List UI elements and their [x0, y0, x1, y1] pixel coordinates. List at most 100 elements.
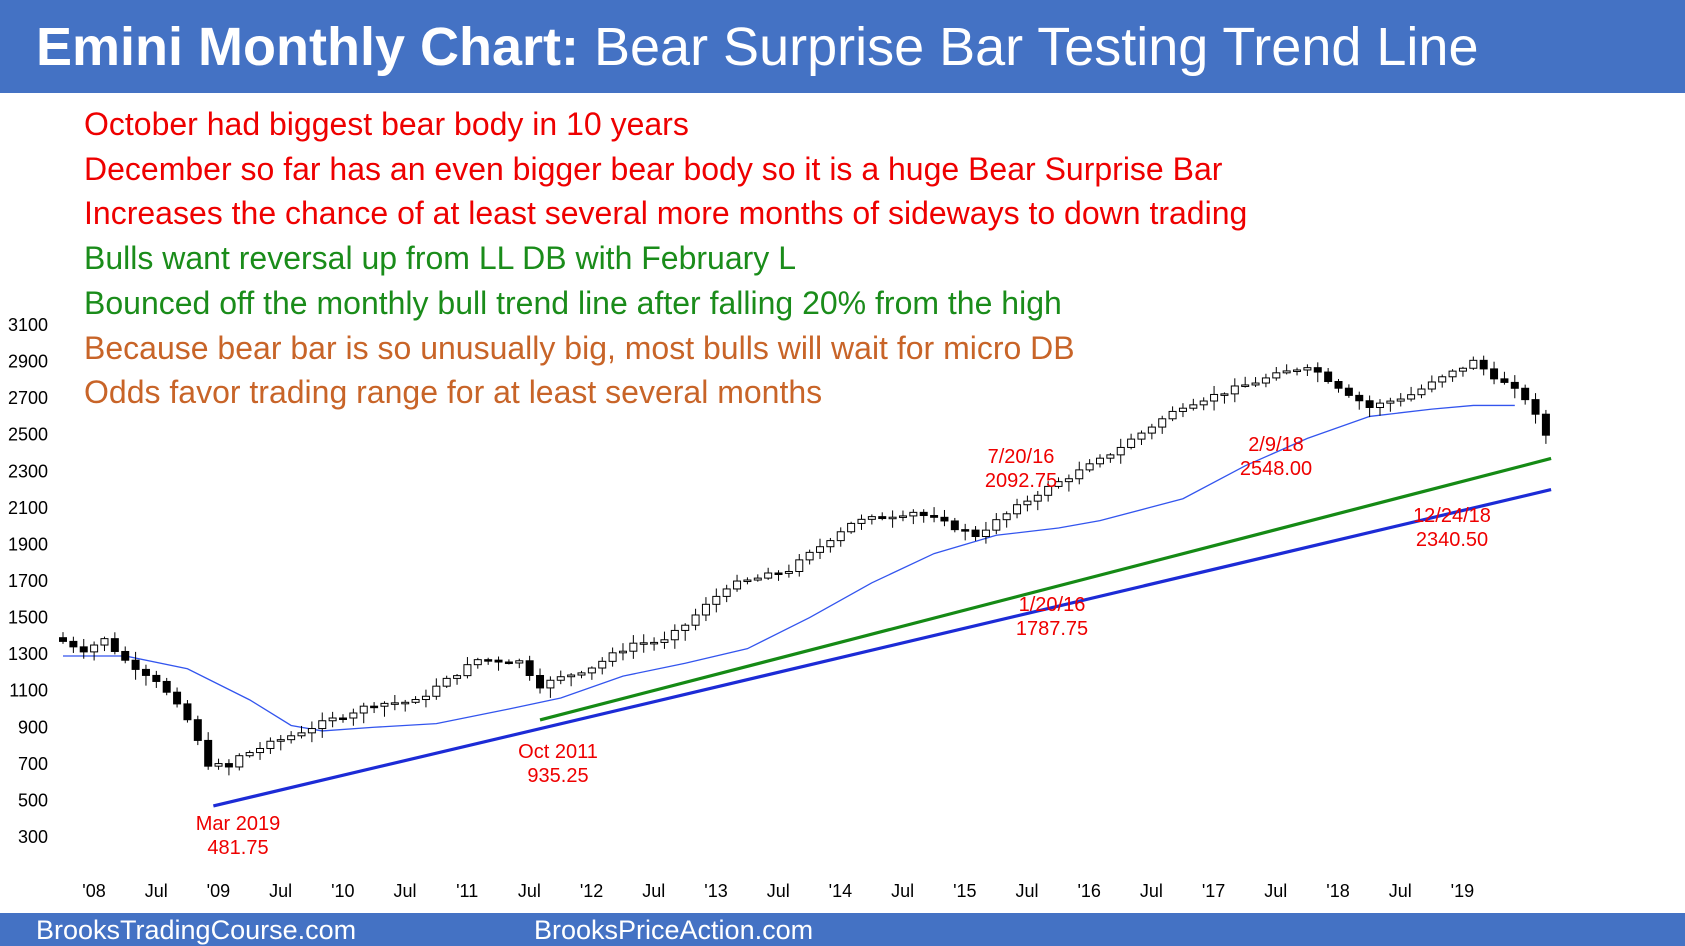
candle	[121, 646, 130, 664]
candle	[152, 670, 161, 688]
candle	[1541, 409, 1550, 444]
candle	[1272, 367, 1281, 381]
candle	[1386, 397, 1395, 412]
x-tick-label: Jul	[269, 881, 292, 901]
y-tick-label: 1500	[8, 608, 48, 628]
candle	[1313, 362, 1322, 383]
annotation-label: 2340.50	[1416, 529, 1488, 551]
candle	[857, 514, 866, 530]
x-tick-label: '09	[207, 881, 230, 901]
candle	[90, 641, 99, 661]
candle	[701, 597, 710, 622]
candle	[1261, 373, 1270, 388]
candle	[59, 632, 67, 644]
note-1: October had biggest bear body in 10 year…	[84, 106, 689, 142]
candle	[795, 554, 804, 577]
candle	[235, 753, 244, 771]
candle	[442, 675, 451, 688]
candle	[1417, 384, 1426, 399]
y-tick-label: 2900	[8, 352, 48, 372]
candle	[816, 538, 825, 560]
candle	[743, 577, 752, 585]
candle	[100, 636, 109, 652]
chart-title-rest: Bear Surprise Bar Testing Trend Line	[578, 17, 1479, 77]
annotation-label: 7/20/16	[988, 446, 1055, 468]
candle	[1334, 378, 1343, 393]
candle	[784, 564, 793, 578]
candle	[940, 509, 949, 527]
candle	[1085, 459, 1094, 473]
candle	[328, 711, 337, 728]
note-2: December so far has an even bigger bear …	[84, 150, 1223, 187]
candle	[1510, 375, 1519, 399]
candle	[1282, 364, 1291, 375]
x-axis: '08 Jul '09 Jul '10 Jul '11 Jul '12 Jul '13 Jul '14 J…	[82, 881, 1474, 901]
candle	[1355, 391, 1364, 410]
y-tick-label: 2700	[8, 388, 48, 408]
candle	[1013, 498, 1022, 519]
candle	[1375, 399, 1384, 416]
candle	[1064, 474, 1073, 492]
candle	[618, 643, 627, 661]
candle	[1147, 423, 1156, 440]
annotation-label: 2/9/18	[1248, 434, 1304, 456]
candle	[204, 732, 213, 770]
candle	[421, 689, 430, 708]
candle	[1531, 393, 1540, 424]
ma20-line	[63, 404, 1515, 732]
candle	[390, 694, 399, 711]
x-tick-label: Jul	[518, 881, 541, 901]
candle	[805, 549, 814, 565]
candle	[536, 668, 545, 694]
candle	[1044, 481, 1053, 502]
candle	[131, 651, 140, 680]
candle	[1458, 366, 1467, 377]
candle	[639, 634, 648, 653]
candle	[307, 721, 316, 743]
candle	[950, 517, 959, 533]
candle	[847, 521, 856, 534]
y-tick-label: 2100	[8, 498, 48, 518]
candle	[1407, 386, 1416, 402]
annotation-label: 2548.00	[1240, 458, 1312, 480]
candle	[1251, 377, 1260, 387]
x-tick-label: Jul	[891, 881, 914, 901]
candle	[1344, 384, 1353, 398]
candle	[411, 696, 420, 704]
candles	[59, 355, 1550, 776]
candle	[318, 712, 327, 738]
candle	[349, 708, 358, 726]
annotation-label: 12/24/18	[1413, 505, 1491, 527]
candle	[1075, 461, 1084, 485]
candle	[867, 514, 876, 525]
candle	[484, 657, 493, 665]
candle	[338, 714, 347, 723]
candle	[525, 655, 534, 681]
candle	[764, 567, 773, 580]
note-7: Odds favor trading range for at least se…	[84, 374, 823, 411]
x-tick-label: '15	[953, 881, 976, 901]
candle	[774, 570, 783, 581]
candle	[183, 700, 192, 723]
x-tick-label: '18	[1326, 881, 1349, 901]
note-4: Bulls want reversal up from LL DB with F…	[84, 240, 796, 277]
candle	[1033, 490, 1042, 511]
footer-bar: BrooksTradingCourse.com BrooksPriceActio…	[0, 913, 1685, 946]
candle	[660, 631, 669, 649]
candle	[1490, 361, 1499, 385]
candle	[463, 657, 472, 679]
candle	[733, 574, 742, 592]
x-tick-label: '12	[580, 881, 603, 901]
y-tick-label: 300	[18, 827, 48, 847]
candle	[753, 574, 762, 582]
candle	[1448, 369, 1457, 382]
candle	[1116, 438, 1125, 464]
x-tick-label: '08	[82, 881, 105, 901]
note-5: Bounced off the monthly bull trend line …	[84, 284, 1062, 321]
candle	[1220, 392, 1229, 404]
x-tick-label: '11	[456, 881, 478, 901]
candle	[1365, 395, 1374, 418]
candle	[1293, 367, 1302, 376]
candle	[1500, 371, 1509, 385]
